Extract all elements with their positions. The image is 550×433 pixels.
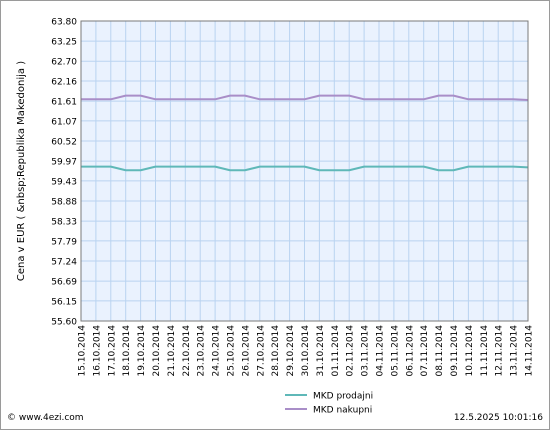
x-tick-label: 20.10.2014 [152,325,162,377]
series-line-prodajni [81,165,529,172]
y-axis-label: Cena v EUR ( &nbsp;Republika Makedonija … [16,61,27,281]
x-tick-label: 11.11.2014 [480,325,490,377]
y-tick-label: 57.24 [51,258,77,268]
x-tick-label: 14.11.2014 [525,325,535,377]
series-line-nakupni [81,94,529,102]
x-tick-label: 04.11.2014 [376,325,386,377]
legend: MKD prodajni MKD nakupni [285,392,373,416]
x-tick-label: 26.10.2014 [241,325,251,377]
y-tick-label: 59.97 [51,158,77,168]
x-tick-label: 12.11.2014 [495,325,505,377]
x-tick-label: 16.10.2014 [92,325,102,377]
y-tick-label: 57.79 [51,237,77,247]
x-tick-label: 30.10.2014 [301,325,311,377]
x-tick-label: 07.11.2014 [420,325,430,377]
x-tick-label: 22.10.2014 [182,325,192,377]
y-tick-label: 56.15 [51,297,77,307]
y-tick-label: 61.61 [51,98,77,108]
x-tick-label: 09.11.2014 [450,325,460,377]
x-tick-label: 19.10.2014 [137,325,147,377]
x-tick-label: 13.11.2014 [510,325,520,377]
x-tick-label: 15.10.2014 [78,325,88,377]
x-tick-label: 31.10.2014 [316,325,326,377]
x-tick-label: 10.11.2014 [465,325,475,377]
x-axis-ticks: 15.10.2014 16.10.2014 17.10.2014 18.10.2014… [78,325,535,377]
y-tick-label: 62.16 [51,78,77,88]
y-tick-label: 63.25 [51,38,77,48]
y-tick-label: 63.80 [51,18,77,28]
y-tick-label: 61.07 [51,117,77,127]
x-tick-label: 06.11.2014 [405,325,415,377]
plot-border [80,20,529,322]
y-tick-label: 59.43 [51,177,77,187]
x-tick-label: 08.11.2014 [435,325,445,377]
x-tick-label: 02.11.2014 [346,325,356,377]
y-tick-label: 60.52 [51,138,77,148]
x-tick-label: 23.10.2014 [197,325,207,377]
x-tick-label: 03.11.2014 [361,325,371,377]
y-tick-label: 58.88 [51,198,77,208]
legend-label: MKD prodajni [313,392,373,402]
y-tick-label: 55.60 [51,318,77,328]
x-tick-label: 25.10.2014 [227,325,237,377]
x-tick-label: 27.10.2014 [256,325,266,377]
grid-lines [80,20,529,322]
legend-label: MKD nakupni [313,406,372,416]
x-tick-label: 01.11.2014 [331,325,341,377]
x-tick-label: 18.10.2014 [122,325,132,377]
x-tick-label: 21.10.2014 [167,325,177,377]
y-tick-label: 62.70 [51,58,77,68]
x-tick-label: 17.10.2014 [107,325,117,377]
y-tick-label: 56.69 [51,278,77,288]
footer-timestamp: 12.5.2025 10:01:16 [453,413,543,423]
footer-site: © www.4ezi.com [7,413,84,423]
x-tick-label: 28.10.2014 [271,325,281,377]
series-lines [81,94,529,172]
x-tick-label: 05.11.2014 [390,325,400,377]
x-tick-label: 24.10.2014 [212,325,222,377]
x-tick-label: 29.10.2014 [286,325,296,377]
y-tick-label: 58.33 [51,218,77,228]
y-axis-ticks: 63.80 63.25 62.70 62.16 61.61 61.07 60.52 59.97… [51,18,77,328]
